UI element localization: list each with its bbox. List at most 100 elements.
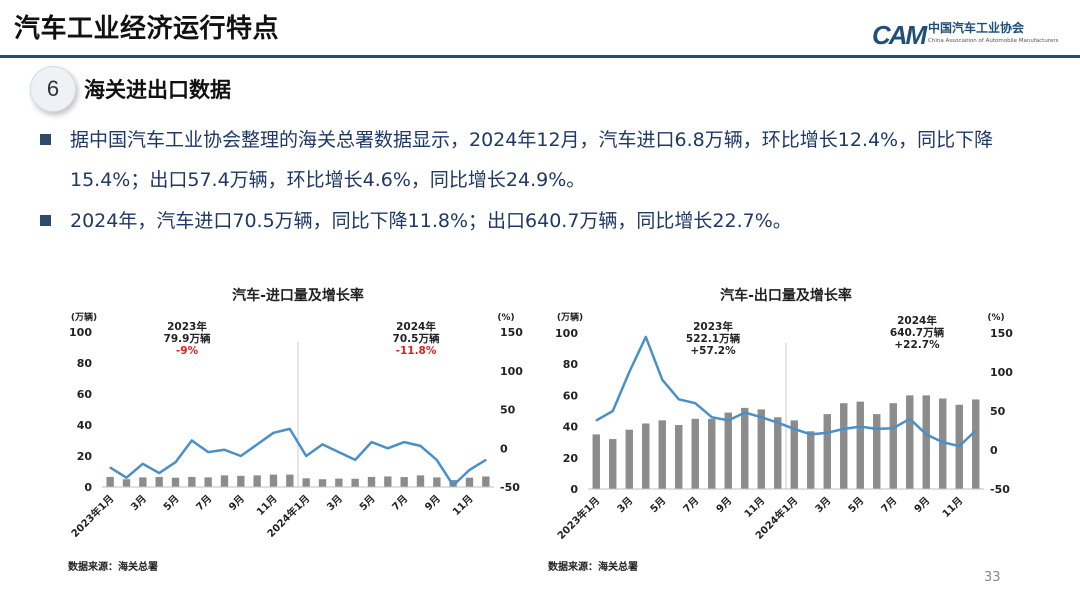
line-point <box>760 416 763 419</box>
line-point <box>321 443 324 446</box>
bar <box>106 476 114 487</box>
y2-tick-label: 0 <box>990 444 998 457</box>
bar <box>400 477 408 487</box>
annotation-text: 2024年 <box>396 320 436 333</box>
bar <box>433 477 441 487</box>
line-point <box>842 428 845 430</box>
bar <box>171 477 180 487</box>
bar <box>757 409 765 489</box>
y-tick-label: 80 <box>77 357 93 370</box>
line-point <box>875 428 878 430</box>
y-axis-label: (万辆) <box>71 311 97 323</box>
line-point <box>958 445 961 447</box>
line-point <box>158 472 160 474</box>
x-tick-label: 9月 <box>422 493 442 513</box>
line-point <box>289 428 291 430</box>
y2-tick-label: 50 <box>990 405 1006 418</box>
x-tick-label: 5月 <box>161 493 181 513</box>
x-tick-label: 9月 <box>912 495 932 515</box>
y2-tick-label: -50 <box>990 483 1010 496</box>
x-tick-label: 11月 <box>742 495 767 520</box>
y-tick-label: 60 <box>563 389 579 402</box>
bullet-item: 据中国汽车工业协会整理的海关总署数据显示，2024年12月，汽车进口6.8万辆，… <box>40 120 1050 200</box>
line-point <box>908 418 911 420</box>
x-tick-label: 5月 <box>648 495 668 515</box>
x-tick-label: 7月 <box>879 495 899 515</box>
bar <box>237 475 245 487</box>
chart-title: 汽车-进口量及增长率 <box>232 287 364 304</box>
line-point <box>109 466 111 469</box>
line-point <box>776 421 779 424</box>
line-point <box>338 451 340 453</box>
line-point <box>207 451 209 453</box>
line-point <box>974 429 977 432</box>
bar <box>204 477 212 487</box>
bar <box>840 403 848 489</box>
line-point <box>925 433 928 436</box>
y2-tick-label: 150 <box>500 326 523 339</box>
annotation-highlight: -11.8% <box>396 345 437 357</box>
annotation-text: +22.7% <box>894 339 940 351</box>
bar <box>592 434 600 489</box>
bar <box>367 476 376 487</box>
x-tick-label: 3月 <box>324 493 344 513</box>
x-tick-label: 2023年1月 <box>68 492 116 540</box>
line-point <box>628 371 631 373</box>
import-chart-svg: 汽车-进口量及增长率 (万辆) (%) 0 20 40 60 80 100 -50 0 50 100 15… <box>68 287 523 540</box>
annotation-text: 70.5万辆 <box>393 332 440 345</box>
annotation-text: 2024年 <box>897 314 937 327</box>
y2-axis-label: (%) <box>987 313 1004 323</box>
x-tick-label: 11月 <box>940 495 965 520</box>
page-number: 33 <box>984 570 1001 585</box>
y-tick-label: 80 <box>563 358 579 371</box>
bar <box>906 395 914 489</box>
line-point <box>941 441 944 443</box>
line-point <box>677 398 680 401</box>
bullet-square-icon <box>40 215 51 226</box>
line-point <box>240 455 242 457</box>
line-point <box>743 411 746 414</box>
bar <box>823 414 831 489</box>
export-chart: 汽车-出口量及增长率 (万辆) (%) 0 20 40 60 80 100 -50 0 50 100 15… <box>548 282 1018 576</box>
logo: CAM 中国汽车工业协会 China Association of Automo… <box>872 16 1072 52</box>
x-tick-label: 2023年1月 <box>554 494 602 542</box>
bar <box>269 474 278 487</box>
x-tick-label: 5月 <box>846 495 866 515</box>
annotation-text: 640.7万辆 <box>890 326 945 339</box>
bar <box>939 398 947 489</box>
line-point <box>191 439 193 442</box>
y2-tick-label: 0 <box>500 442 508 455</box>
growth-line <box>109 427 487 487</box>
bullet-square-icon <box>40 134 51 145</box>
bar <box>155 476 163 487</box>
bar <box>972 399 980 489</box>
bar <box>188 476 196 487</box>
bar <box>253 475 261 487</box>
bar <box>922 395 930 489</box>
line-point <box>387 447 389 450</box>
growth-line <box>595 335 977 448</box>
bar <box>691 418 699 489</box>
line-point <box>125 476 128 479</box>
bar <box>609 439 617 489</box>
annotation-highlight: -9% <box>176 345 199 357</box>
annotation-text: 522.1万辆 <box>686 332 741 345</box>
line-point <box>485 459 487 461</box>
import-chart-source: 数据来源：海关总署 <box>68 562 158 573</box>
y2-tick-label: 100 <box>990 366 1013 379</box>
x-tick-label: 7月 <box>681 495 701 515</box>
line-point <box>644 336 647 338</box>
line-point <box>611 410 614 412</box>
line-point <box>354 459 356 461</box>
bar <box>658 420 666 489</box>
line-point <box>436 459 438 461</box>
line-point <box>859 425 862 428</box>
x-tick-label: 3月 <box>615 495 635 515</box>
y-tick-label: 100 <box>555 327 578 340</box>
bar <box>724 412 732 489</box>
line-point <box>694 402 697 404</box>
line-point <box>468 469 471 471</box>
bullet-text: 2024年，汽车进口70.5万辆，同比下降11.8%；出口640.7万辆，同比增… <box>70 210 792 232</box>
export-chart-svg: 汽车-出口量及增长率 (万辆) (%) 0 20 40 60 80 100 -50 0 50 100 15… <box>554 287 1013 542</box>
logo-mark: CAM <box>872 20 927 50</box>
